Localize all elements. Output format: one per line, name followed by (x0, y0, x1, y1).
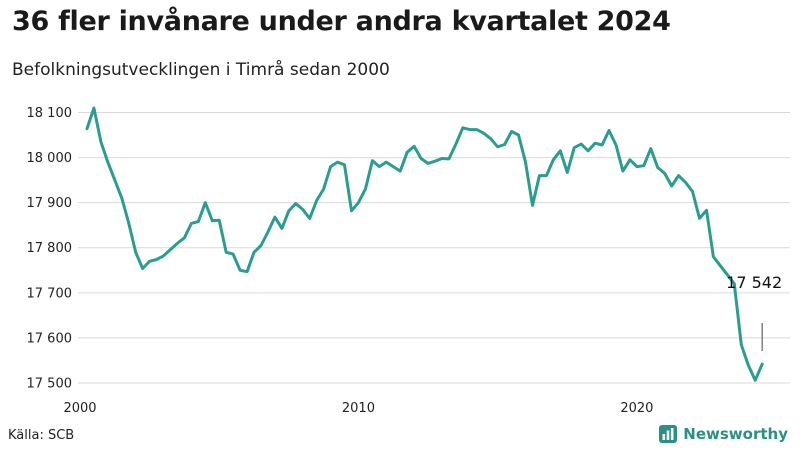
y-tick-label: 17 600 (27, 331, 73, 346)
y-tick-label: 17 500 (27, 376, 73, 391)
bar-chart-icon (659, 425, 678, 443)
chart-subtitle: Befolkningsutvecklingen i Timrå sedan 20… (12, 60, 390, 80)
last-value-label: 17 542 (726, 273, 782, 292)
y-tick-label: 18 100 (27, 106, 73, 121)
series-line (85, 106, 764, 382)
chart-title: 36 fler invånare under andra kvartalet 2… (12, 6, 671, 37)
brand[interactable]: Newsworthy (659, 425, 788, 443)
source-note: Källa: SCB (8, 428, 75, 443)
brand-name: Newsworthy (683, 425, 788, 443)
x-tick-label: 2020 (620, 401, 653, 416)
y-tick-label: 17 900 (27, 196, 73, 211)
y-tick-label: 17 700 (27, 286, 73, 301)
x-tick-label: 2000 (63, 401, 96, 416)
y-tick-label: 18 000 (27, 151, 73, 166)
x-tick-label: 2010 (342, 401, 375, 416)
y-tick-label: 17 800 (27, 241, 73, 256)
